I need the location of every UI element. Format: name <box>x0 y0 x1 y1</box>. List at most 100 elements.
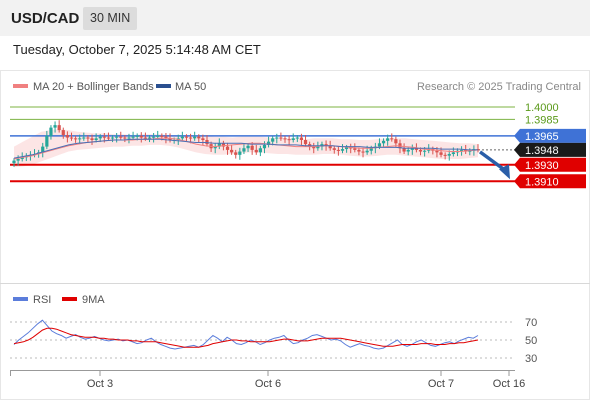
candle-body <box>156 135 160 137</box>
candle-body <box>168 138 172 140</box>
candle-body <box>287 139 291 141</box>
candle-body <box>102 136 106 138</box>
candle-body <box>271 138 275 142</box>
candle-body <box>86 137 90 139</box>
candle-body <box>115 136 119 138</box>
candle-body <box>291 138 295 140</box>
candlesticks <box>12 120 480 167</box>
candle-body <box>119 136 123 138</box>
candle-body <box>279 137 283 139</box>
candle-body <box>377 143 382 147</box>
level-tag-1.3910 <box>514 174 586 189</box>
candle-body <box>57 125 61 131</box>
candle-body <box>447 154 451 156</box>
candle-body <box>266 141 271 145</box>
candle-body <box>262 144 267 149</box>
rsi-legend-label: RSI <box>33 294 51 306</box>
ma50-line <box>13 138 478 159</box>
candle-body <box>414 148 419 150</box>
candle-body <box>324 144 328 146</box>
level-label-1.3948: 1.3948 <box>525 145 559 157</box>
moving-averages <box>13 137 479 160</box>
x-tick-label: Oct 7 <box>428 378 454 390</box>
candle-body <box>82 137 86 139</box>
projection-arrow-head <box>499 164 510 180</box>
candle-body <box>394 139 398 144</box>
candle-body <box>205 140 209 145</box>
candle-body <box>316 146 320 149</box>
timeframe-badge[interactable]: 30 MIN <box>83 7 138 30</box>
header-bar: USD/CAD 30 MIN <box>0 0 590 36</box>
candle-body <box>328 145 332 149</box>
candle-body <box>49 127 53 136</box>
candle-body <box>381 140 386 144</box>
date-line: Tuesday, October 7, 2025 5:14:48 AM CET <box>13 42 261 57</box>
projection-arrow <box>478 150 510 180</box>
candle-body <box>69 137 74 139</box>
x-tick-label: Oct 6 <box>255 378 281 390</box>
rsi-tick-70: 70 <box>525 317 537 329</box>
candle-body <box>386 138 390 141</box>
symbol-title: USD/CAD <box>11 10 80 27</box>
bollinger-bands <box>14 129 478 168</box>
candle-body <box>106 137 111 139</box>
candle-body <box>180 136 184 139</box>
candle-body <box>459 149 464 151</box>
candle-body <box>406 149 410 152</box>
candle-body <box>61 130 65 136</box>
candle-body <box>332 148 336 150</box>
level-label-1.3965: 1.3965 <box>525 131 559 143</box>
rsi-ma-legend-swatch <box>62 297 77 301</box>
candle-body <box>349 147 353 149</box>
candle-body <box>201 138 205 140</box>
candle-body <box>295 137 299 139</box>
level-label-1.3985: 1.3985 <box>525 114 559 126</box>
candle-body <box>357 149 361 152</box>
level-label-1.4000: 1.4000 <box>525 102 559 114</box>
candle-body <box>418 149 423 152</box>
level-label-1.3910: 1.3910 <box>525 176 559 188</box>
candle-body <box>345 147 349 150</box>
candle-body <box>402 148 406 152</box>
level-label-1.3930: 1.3930 <box>525 160 559 172</box>
candle-body <box>250 145 254 150</box>
candle-body <box>73 138 78 140</box>
rsi-tick-30: 30 <box>525 353 537 365</box>
level-tag-1.3930 <box>514 157 586 172</box>
candle-body <box>127 137 131 139</box>
candle-body <box>258 148 262 153</box>
candle-body <box>94 138 98 140</box>
candle-body <box>217 143 221 147</box>
candle-body <box>110 137 115 139</box>
candle-body <box>16 158 20 161</box>
candle-body <box>225 146 230 150</box>
candle-body <box>369 148 373 151</box>
ma50-legend-swatch <box>156 84 171 88</box>
candle-body <box>234 152 238 155</box>
candle-body <box>20 157 24 159</box>
rsi-ma-legend-label: 9MA <box>82 294 105 306</box>
candle-body <box>275 137 279 139</box>
candle-body <box>90 138 94 140</box>
candle-body <box>336 149 340 151</box>
candle-body <box>188 137 193 139</box>
x-axis: Oct 3 Oct 6 Oct 7 Oct 16 <box>10 370 525 390</box>
candle-body <box>221 143 226 147</box>
candle-body <box>299 137 304 140</box>
candle-body <box>353 148 357 150</box>
candle-body <box>78 138 82 140</box>
candle-body <box>197 136 201 139</box>
candle-body <box>451 152 455 155</box>
ma20-legend-label: MA 20 + Bollinger Bands <box>33 81 154 93</box>
x-tick-label: Oct 3 <box>87 378 113 390</box>
candle-body <box>238 151 242 155</box>
candle-body <box>193 136 197 139</box>
candle-body <box>12 160 16 164</box>
candle-body <box>242 148 246 152</box>
candle-body <box>312 146 316 149</box>
candle-body <box>143 137 147 139</box>
candle-body <box>361 151 365 153</box>
candle-body <box>152 136 156 138</box>
